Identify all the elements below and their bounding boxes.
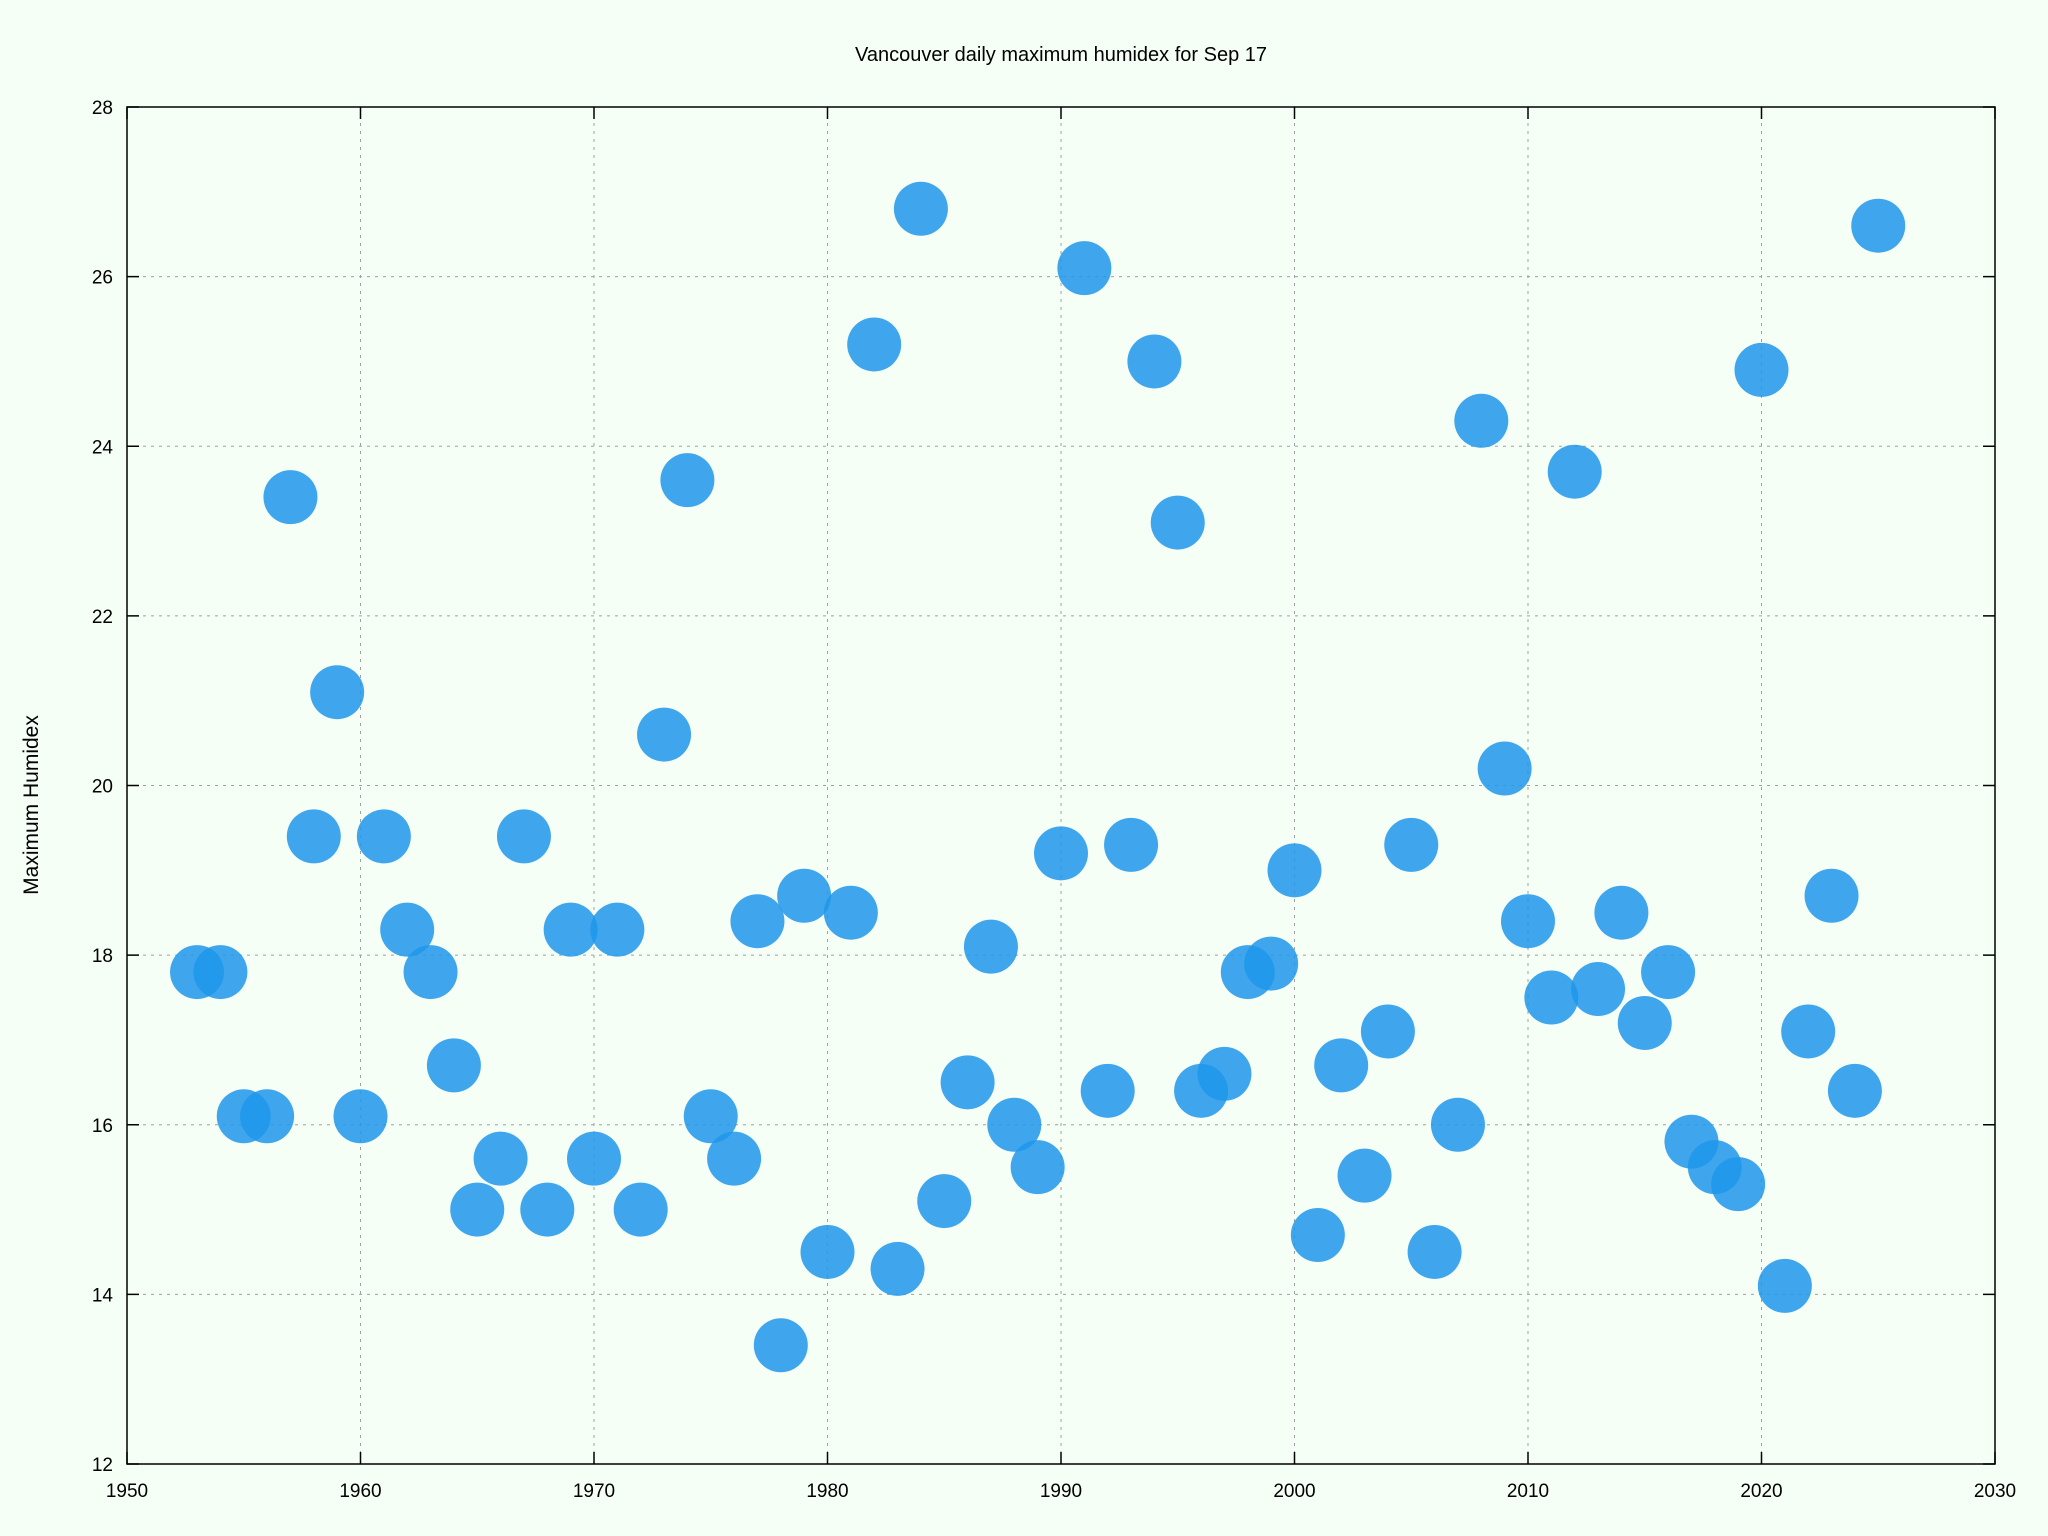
data-point bbox=[333, 1089, 388, 1144]
data-point bbox=[403, 945, 458, 1000]
data-point bbox=[1524, 970, 1579, 1025]
data-point bbox=[1034, 826, 1088, 881]
data-point bbox=[1290, 1208, 1345, 1263]
data-point bbox=[590, 902, 645, 957]
data-point bbox=[286, 809, 341, 864]
data-point bbox=[1734, 342, 1789, 397]
x-tick-label: 1960 bbox=[339, 1481, 381, 1502]
x-tick-label: 2010 bbox=[1507, 1481, 1549, 1502]
data-point bbox=[473, 1131, 528, 1186]
data-point bbox=[520, 1182, 575, 1237]
y-tick-label: 12 bbox=[92, 1455, 113, 1476]
data-point bbox=[730, 894, 785, 949]
x-tick-label: 1970 bbox=[573, 1481, 615, 1502]
data-point bbox=[1641, 945, 1696, 1000]
data-point bbox=[380, 902, 435, 957]
y-tick-label: 16 bbox=[92, 1116, 113, 1137]
data-point bbox=[1711, 1157, 1766, 1212]
data-point bbox=[940, 1055, 995, 1110]
plot-frame bbox=[126, 106, 1996, 1465]
data-point bbox=[660, 453, 715, 508]
data-point bbox=[870, 1241, 925, 1296]
data-point bbox=[1477, 741, 1532, 796]
data-point bbox=[1430, 1097, 1485, 1152]
data-point bbox=[1010, 1140, 1065, 1195]
data-point bbox=[1781, 1004, 1836, 1059]
data-point bbox=[1547, 444, 1602, 499]
data-point bbox=[1104, 817, 1159, 872]
data-point bbox=[1594, 885, 1649, 940]
data-point bbox=[450, 1182, 505, 1237]
data-point bbox=[426, 1038, 481, 1093]
data-point bbox=[917, 1174, 972, 1229]
data-point bbox=[893, 181, 948, 236]
data-points bbox=[170, 181, 1906, 1373]
data-point bbox=[310, 665, 365, 720]
data-point bbox=[1454, 393, 1509, 448]
data-point bbox=[707, 1131, 762, 1186]
data-point bbox=[1150, 495, 1205, 550]
data-point bbox=[987, 1097, 1042, 1152]
data-point bbox=[823, 885, 878, 940]
data-point bbox=[1337, 1148, 1392, 1203]
data-point bbox=[263, 470, 318, 525]
data-point bbox=[1407, 1224, 1462, 1279]
data-point bbox=[1571, 962, 1626, 1017]
data-point bbox=[753, 1318, 808, 1373]
y-tick-label: 14 bbox=[92, 1285, 114, 1306]
x-tick-label: 1950 bbox=[106, 1481, 148, 1502]
y-tick-label: 18 bbox=[92, 946, 113, 967]
data-point bbox=[800, 1224, 855, 1279]
data-point bbox=[847, 317, 902, 372]
data-point bbox=[1757, 1258, 1812, 1313]
data-point bbox=[1244, 936, 1299, 991]
y-tick-label: 28 bbox=[92, 98, 113, 119]
x-tick-label: 1990 bbox=[1040, 1481, 1082, 1502]
data-point bbox=[963, 919, 1018, 974]
data-point bbox=[543, 902, 598, 957]
y-tick-label: 24 bbox=[92, 437, 114, 458]
x-tick-label: 2030 bbox=[1974, 1481, 2016, 1502]
data-point bbox=[1851, 198, 1906, 253]
data-point bbox=[1080, 1063, 1135, 1118]
chart-title: Vancouver daily maximum humidex for Sep … bbox=[855, 44, 1267, 66]
data-point bbox=[193, 945, 248, 1000]
x-tick-label: 2020 bbox=[1740, 1481, 1782, 1502]
data-point bbox=[637, 707, 692, 762]
x-tick-label: 2000 bbox=[1273, 1481, 1315, 1502]
data-point bbox=[1057, 241, 1112, 296]
y-tick-label: 20 bbox=[92, 777, 113, 798]
y-tick-label: 22 bbox=[92, 607, 113, 628]
data-point bbox=[240, 1089, 295, 1144]
grid-lines bbox=[127, 107, 1995, 1464]
data-point bbox=[496, 809, 551, 864]
data-point bbox=[1827, 1063, 1882, 1118]
tick-labels: 1950 1960 1970 1980 1990 2000 2010 2020 2030 12 14… bbox=[92, 98, 2016, 1502]
data-point bbox=[567, 1131, 621, 1186]
data-point bbox=[356, 809, 411, 864]
data-point bbox=[1501, 894, 1555, 949]
data-point bbox=[1384, 817, 1439, 872]
data-point bbox=[1360, 1004, 1415, 1059]
data-point bbox=[1127, 334, 1182, 389]
data-point bbox=[777, 868, 832, 923]
data-point bbox=[1617, 995, 1672, 1050]
y-tick-label: 26 bbox=[92, 268, 113, 289]
data-point bbox=[683, 1089, 738, 1144]
x-tick-label: 1980 bbox=[806, 1481, 848, 1502]
data-point bbox=[1804, 868, 1859, 923]
data-point bbox=[1314, 1038, 1369, 1093]
y-axis-label: Maximum Humidex bbox=[20, 715, 43, 895]
data-point bbox=[1267, 843, 1322, 898]
data-point bbox=[613, 1182, 668, 1237]
data-point bbox=[1197, 1046, 1252, 1101]
